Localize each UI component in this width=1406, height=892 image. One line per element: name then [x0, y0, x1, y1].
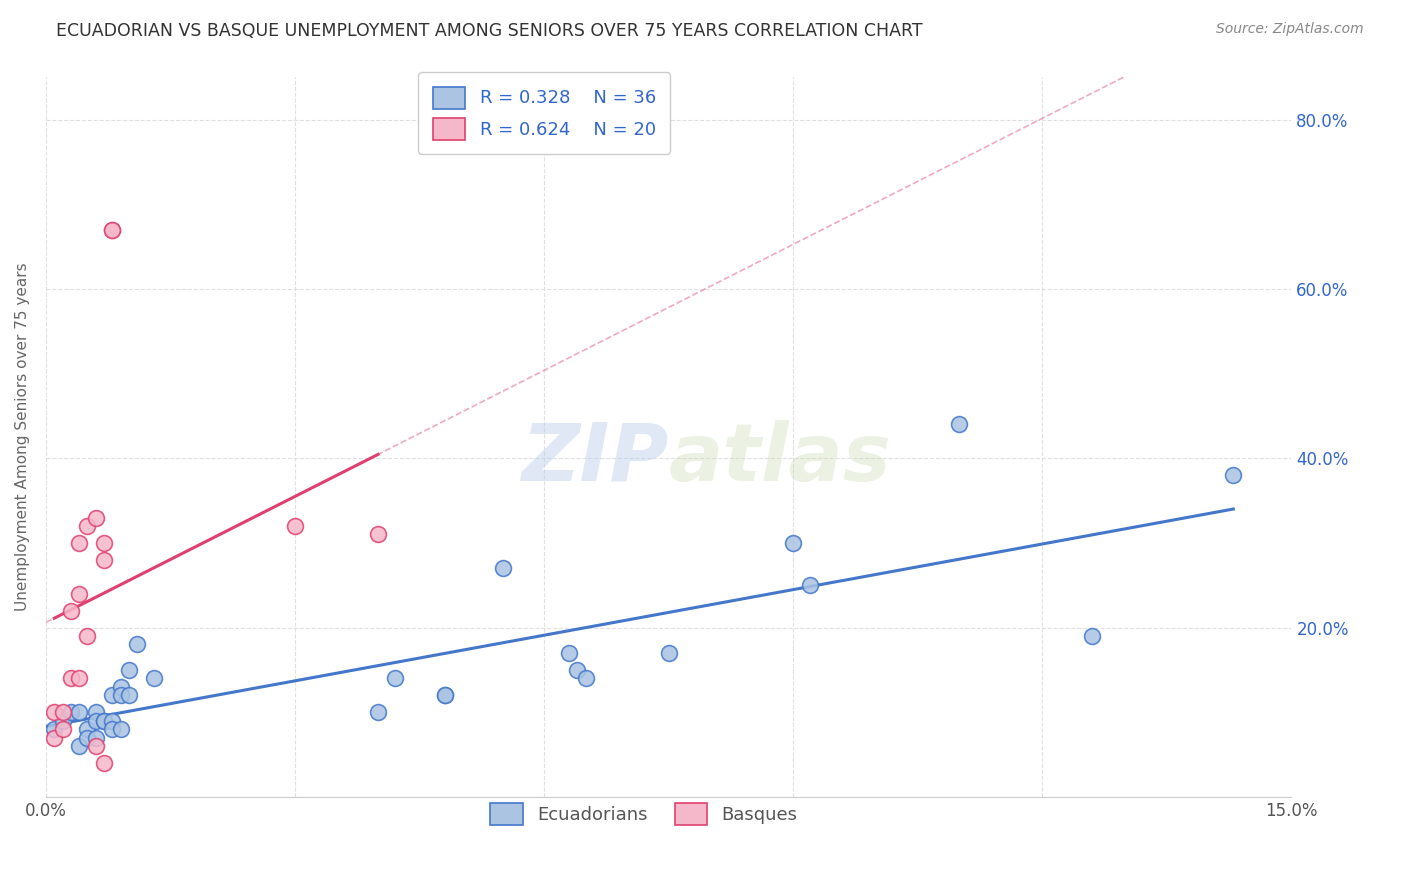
- Point: [782, 536, 804, 550]
- Point: [658, 646, 681, 660]
- Text: ZIP: ZIP: [522, 420, 669, 498]
- Point: [101, 714, 124, 728]
- Point: [93, 714, 115, 728]
- Point: [67, 671, 90, 685]
- Point: [1222, 468, 1244, 483]
- Point: [93, 714, 115, 728]
- Point: [67, 536, 90, 550]
- Point: [118, 688, 141, 702]
- Point: [84, 731, 107, 745]
- Point: [127, 637, 149, 651]
- Point: [118, 663, 141, 677]
- Point: [59, 671, 82, 685]
- Legend: Ecuadorians, Basques: Ecuadorians, Basques: [481, 795, 807, 835]
- Point: [433, 688, 456, 702]
- Point: [284, 519, 307, 533]
- Point: [110, 722, 132, 736]
- Point: [575, 671, 598, 685]
- Point: [110, 688, 132, 702]
- Point: [110, 680, 132, 694]
- Point: [93, 553, 115, 567]
- Point: [1081, 629, 1104, 643]
- Point: [492, 561, 515, 575]
- Point: [101, 688, 124, 702]
- Point: [59, 705, 82, 719]
- Text: Source: ZipAtlas.com: Source: ZipAtlas.com: [1216, 22, 1364, 37]
- Point: [367, 705, 389, 719]
- Y-axis label: Unemployment Among Seniors over 75 years: Unemployment Among Seniors over 75 years: [15, 263, 30, 611]
- Point: [948, 417, 970, 432]
- Text: ECUADORIAN VS BASQUE UNEMPLOYMENT AMONG SENIORS OVER 75 YEARS CORRELATION CHART: ECUADORIAN VS BASQUE UNEMPLOYMENT AMONG …: [56, 22, 922, 40]
- Point: [84, 510, 107, 524]
- Point: [44, 731, 66, 745]
- Point: [44, 705, 66, 719]
- Point: [101, 722, 124, 736]
- Point: [67, 587, 90, 601]
- Point: [101, 223, 124, 237]
- Point: [84, 739, 107, 753]
- Point: [433, 688, 456, 702]
- Point: [44, 722, 66, 736]
- Point: [567, 663, 589, 677]
- Point: [76, 629, 98, 643]
- Point: [142, 671, 165, 685]
- Point: [799, 578, 821, 592]
- Point: [52, 722, 75, 736]
- Point: [76, 519, 98, 533]
- Point: [67, 705, 90, 719]
- Point: [84, 714, 107, 728]
- Point: [84, 705, 107, 719]
- Point: [52, 705, 75, 719]
- Point: [367, 527, 389, 541]
- Point: [93, 756, 115, 770]
- Point: [52, 714, 75, 728]
- Point: [76, 731, 98, 745]
- Point: [76, 722, 98, 736]
- Point: [558, 646, 581, 660]
- Point: [59, 604, 82, 618]
- Point: [93, 536, 115, 550]
- Text: atlas: atlas: [669, 420, 891, 498]
- Point: [67, 739, 90, 753]
- Point: [101, 223, 124, 237]
- Point: [384, 671, 406, 685]
